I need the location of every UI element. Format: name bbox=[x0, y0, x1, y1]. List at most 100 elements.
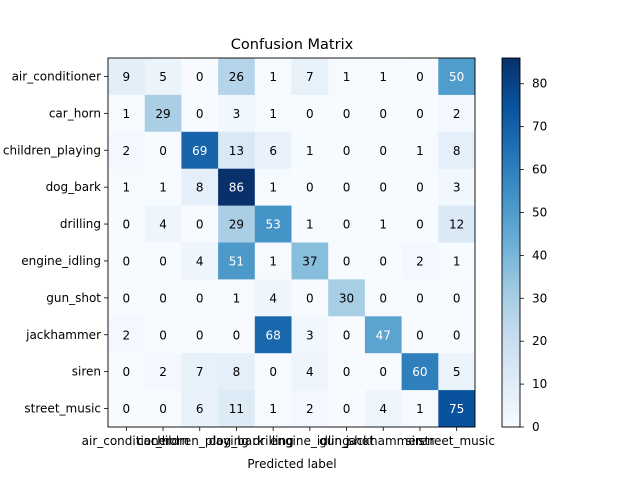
colorbar-tick-label: 80 bbox=[532, 77, 547, 91]
cell-value-label: 2 bbox=[123, 328, 131, 342]
heatmap-cell bbox=[291, 58, 329, 96]
cell-value-label: 8 bbox=[196, 181, 204, 195]
heatmap-cell bbox=[438, 353, 476, 391]
heatmap-cell bbox=[218, 242, 256, 280]
heatmap-cell bbox=[328, 205, 366, 243]
x-tick-label: siren bbox=[405, 434, 434, 448]
y-tick-label: street_music bbox=[24, 402, 101, 416]
x-tick-label: dog_bark bbox=[209, 434, 264, 448]
cell-value-label: 1 bbox=[306, 144, 314, 158]
heatmap-cell bbox=[108, 58, 146, 96]
heatmap-cell bbox=[181, 205, 219, 243]
heatmap-cell bbox=[254, 131, 292, 170]
heatmap-cell bbox=[144, 205, 182, 243]
y-tick-label: jackhammer bbox=[25, 328, 101, 342]
heatmap-cell bbox=[328, 58, 366, 96]
heatmap-cell bbox=[254, 58, 292, 96]
cell-value-label: 50 bbox=[449, 70, 464, 84]
cell-value-label: 9 bbox=[123, 70, 131, 84]
x-tick-labels: air_conditionercar_hornchildren_playingd… bbox=[82, 427, 495, 448]
cell-value-label: 26 bbox=[229, 70, 244, 84]
x-tick-label: car_horn bbox=[137, 434, 189, 448]
cell-value-label: 0 bbox=[269, 365, 277, 379]
heatmap-cell bbox=[364, 279, 402, 317]
cell-value-label: 0 bbox=[159, 254, 167, 268]
cell-value-label: 5 bbox=[453, 365, 461, 379]
cell-value-label: 0 bbox=[343, 181, 351, 195]
cell-value-label: 0 bbox=[343, 328, 351, 342]
x-tick-label: jackhammer bbox=[345, 434, 421, 448]
cell-value-label: 53 bbox=[266, 218, 281, 232]
cell-value-label: 47 bbox=[376, 328, 391, 342]
cell-value-label: 4 bbox=[159, 218, 167, 232]
heatmap-cell bbox=[181, 94, 219, 133]
heatmap-cell bbox=[218, 390, 256, 428]
cell-value-label: 1 bbox=[416, 402, 424, 416]
cell-value-label: 13 bbox=[229, 144, 244, 158]
colorbar-tick-label: 20 bbox=[532, 334, 547, 348]
y-tick-label: dog_bark bbox=[46, 180, 101, 194]
heatmap-cell bbox=[108, 353, 146, 391]
heatmap-cell bbox=[254, 316, 292, 354]
heatmap-cell bbox=[108, 316, 146, 354]
heatmap-cell bbox=[108, 168, 146, 206]
colorbar-ticks: 0 10 20 30 40 50 60 70 80 bbox=[520, 77, 547, 434]
heatmap-cell bbox=[108, 131, 146, 170]
cell-value-label: 1 bbox=[379, 218, 387, 232]
cell-value-label: 0 bbox=[123, 254, 131, 268]
cell-value-label: 2 bbox=[453, 107, 461, 121]
cell-value-label: 1 bbox=[123, 107, 131, 121]
heatmap-cell bbox=[328, 390, 366, 428]
cell-value-label: 7 bbox=[196, 365, 204, 379]
cell-value-label: 68 bbox=[266, 328, 281, 342]
cell-value-label: 4 bbox=[379, 402, 387, 416]
x-tick-label: engine_idling bbox=[270, 434, 350, 448]
heatmap-cell bbox=[291, 205, 329, 243]
cell-value-label: 0 bbox=[379, 181, 387, 195]
heatmap-cell bbox=[254, 205, 292, 243]
heatmap-cell bbox=[438, 94, 476, 133]
chart-title: Confusion Matrix bbox=[231, 37, 354, 53]
y-tick-label: car_horn bbox=[49, 106, 101, 120]
cell-value-label: 0 bbox=[123, 365, 131, 379]
heatmap-cell bbox=[364, 94, 402, 133]
cell-value-label: 0 bbox=[196, 328, 204, 342]
heatmap-cell bbox=[401, 316, 439, 354]
cell-value-label: 4 bbox=[196, 254, 204, 268]
cell-value-label: 0 bbox=[379, 144, 387, 158]
heatmap-cell bbox=[108, 390, 146, 428]
heatmap-cell bbox=[218, 316, 256, 354]
cell-value-label: 1 bbox=[269, 70, 277, 84]
colorbar-tick-label: 0 bbox=[532, 420, 540, 434]
cell-value-label: 1 bbox=[269, 402, 277, 416]
heatmap-cell bbox=[401, 353, 439, 391]
cell-value-label: 86 bbox=[229, 181, 244, 195]
cell-value-label: 3 bbox=[306, 328, 314, 342]
heatmap-cell bbox=[291, 316, 329, 354]
heatmap-cell bbox=[108, 205, 146, 243]
cell-value-label: 0 bbox=[453, 291, 461, 305]
heatmap-cell bbox=[144, 353, 182, 391]
heatmap-cell bbox=[254, 279, 292, 317]
heatmap-cell bbox=[108, 94, 146, 133]
cell-value-label: 0 bbox=[196, 218, 204, 232]
heatmap-cell bbox=[291, 279, 329, 317]
heatmap-cell bbox=[254, 94, 292, 133]
y-tick-labels: air_conditioner car_horn children_playingd… bbox=[3, 69, 108, 416]
cell-value-label: 11 bbox=[229, 402, 244, 416]
cell-value-label: 0 bbox=[416, 70, 424, 84]
heatmap-cell bbox=[401, 279, 439, 317]
heatmap-cell bbox=[254, 353, 292, 391]
heatmap-cell bbox=[438, 58, 476, 96]
heatmap-cell bbox=[218, 58, 256, 96]
cell-value-label: 0 bbox=[123, 402, 131, 416]
cell-value-label: 1 bbox=[343, 70, 351, 84]
cell-value-label: 2 bbox=[416, 254, 424, 268]
cell-value-label: 1 bbox=[416, 144, 424, 158]
heatmap-cell bbox=[144, 94, 182, 133]
heatmap-cell bbox=[438, 131, 476, 170]
heatmap-cell bbox=[254, 242, 292, 280]
heatmap-cell bbox=[364, 242, 402, 280]
cell-value-label: 0 bbox=[159, 402, 167, 416]
